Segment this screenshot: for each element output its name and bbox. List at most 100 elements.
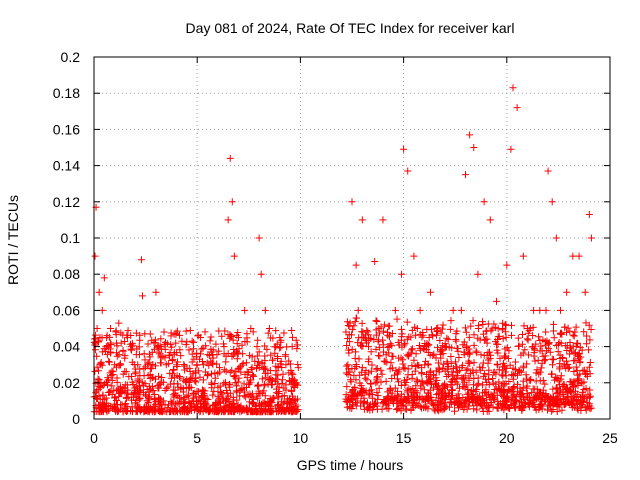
data-point-dense bbox=[441, 382, 449, 390]
data-point bbox=[563, 288, 571, 296]
data-point-dense bbox=[149, 360, 157, 368]
data-point-dense bbox=[219, 340, 227, 348]
data-point-dense bbox=[173, 372, 181, 380]
data-point-dense bbox=[474, 374, 482, 382]
data-point-dense bbox=[204, 395, 212, 403]
data-point-dense bbox=[350, 393, 358, 401]
data-point-dense bbox=[559, 382, 567, 390]
data-point-dense bbox=[144, 360, 152, 368]
data-point-dense bbox=[358, 388, 366, 396]
data-point-dense bbox=[486, 393, 494, 401]
data-point-dense bbox=[423, 371, 431, 379]
data-point-dense bbox=[255, 348, 263, 356]
data-point-dense bbox=[575, 375, 583, 383]
data-point-dense bbox=[586, 358, 594, 366]
data-point-dense bbox=[377, 378, 385, 386]
data-point-dense bbox=[116, 360, 124, 368]
data-point-dense bbox=[272, 377, 280, 385]
data-point-dense bbox=[424, 392, 432, 400]
data-point-dense bbox=[342, 395, 350, 403]
data-point-dense bbox=[500, 393, 508, 401]
data-point-dense bbox=[105, 388, 113, 396]
data-point-dense bbox=[492, 370, 500, 378]
data-point bbox=[587, 234, 595, 242]
data-point-dense bbox=[467, 322, 475, 330]
data-point-dense bbox=[186, 376, 194, 384]
data-point-dense bbox=[115, 351, 123, 359]
data-point-dense bbox=[398, 325, 406, 333]
data-point-dense bbox=[494, 340, 502, 348]
data-point-dense bbox=[235, 345, 243, 353]
data-point-dense bbox=[233, 340, 241, 348]
data-point bbox=[177, 352, 185, 360]
data-point-dense bbox=[427, 326, 435, 334]
y-tick-label: 0.02 bbox=[53, 375, 80, 391]
data-point-dense bbox=[103, 351, 111, 359]
data-point-dense bbox=[519, 377, 527, 385]
data-point-dense bbox=[524, 351, 532, 359]
data-point-dense bbox=[473, 349, 481, 357]
data-point-dense bbox=[469, 394, 477, 402]
data-point-dense bbox=[182, 341, 190, 349]
data-point-dense bbox=[394, 368, 402, 376]
data-points bbox=[90, 84, 595, 416]
data-point-dense bbox=[280, 384, 288, 392]
data-point-dense bbox=[399, 401, 407, 409]
data-point-dense bbox=[255, 387, 263, 395]
data-point-dense bbox=[222, 387, 230, 395]
data-point-dense bbox=[170, 380, 178, 388]
data-point-dense bbox=[171, 386, 179, 394]
data-point-dense bbox=[115, 407, 123, 415]
data-point-dense bbox=[109, 368, 117, 376]
data-point-dense bbox=[525, 327, 533, 335]
data-point-dense bbox=[376, 352, 384, 360]
data-point bbox=[404, 167, 412, 175]
data-point-dense bbox=[532, 369, 540, 377]
data-point-dense bbox=[403, 405, 411, 413]
data-point-dense bbox=[290, 376, 298, 384]
data-point-dense bbox=[393, 315, 401, 323]
data-point-dense bbox=[214, 393, 222, 401]
data-point-dense bbox=[272, 367, 280, 375]
data-point-dense bbox=[429, 352, 437, 360]
data-point-dense bbox=[472, 398, 480, 406]
data-point-dense bbox=[473, 400, 481, 408]
data-point-dense bbox=[536, 389, 544, 397]
data-point bbox=[107, 325, 115, 332]
data-point-dense bbox=[157, 335, 165, 343]
data-point-dense bbox=[191, 389, 199, 397]
data-point-dense bbox=[472, 387, 480, 395]
data-point-dense bbox=[574, 399, 582, 407]
data-point-dense bbox=[578, 388, 586, 396]
data-point-dense bbox=[504, 395, 512, 403]
data-point-dense bbox=[209, 391, 217, 399]
data-point-dense bbox=[481, 370, 489, 378]
data-point-dense bbox=[510, 391, 518, 399]
data-point-dense bbox=[348, 365, 356, 373]
data-point-dense bbox=[364, 358, 372, 366]
data-point-dense bbox=[474, 334, 482, 342]
data-point-dense bbox=[411, 323, 419, 331]
data-point-dense bbox=[96, 404, 104, 412]
data-point-dense bbox=[573, 371, 581, 379]
data-point-dense bbox=[487, 395, 495, 403]
data-point-dense bbox=[484, 359, 492, 367]
data-point-dense bbox=[294, 364, 302, 372]
data-point-dense bbox=[235, 374, 243, 382]
data-point-dense bbox=[161, 338, 169, 346]
data-point-dense bbox=[415, 362, 423, 370]
data-point-dense bbox=[99, 407, 107, 415]
data-point-dense bbox=[113, 352, 121, 360]
data-point-dense bbox=[135, 396, 143, 404]
data-point-dense bbox=[288, 408, 296, 416]
data-point-dense bbox=[224, 331, 232, 339]
data-point bbox=[352, 261, 360, 269]
x-tick-label: 0 bbox=[90, 430, 98, 446]
data-point-dense bbox=[385, 331, 393, 339]
data-point-dense bbox=[522, 371, 530, 379]
data-point-dense bbox=[222, 378, 230, 386]
data-point-dense bbox=[285, 357, 293, 365]
data-point-dense bbox=[266, 375, 274, 383]
data-point-dense bbox=[518, 404, 526, 412]
data-point-dense bbox=[255, 358, 263, 366]
